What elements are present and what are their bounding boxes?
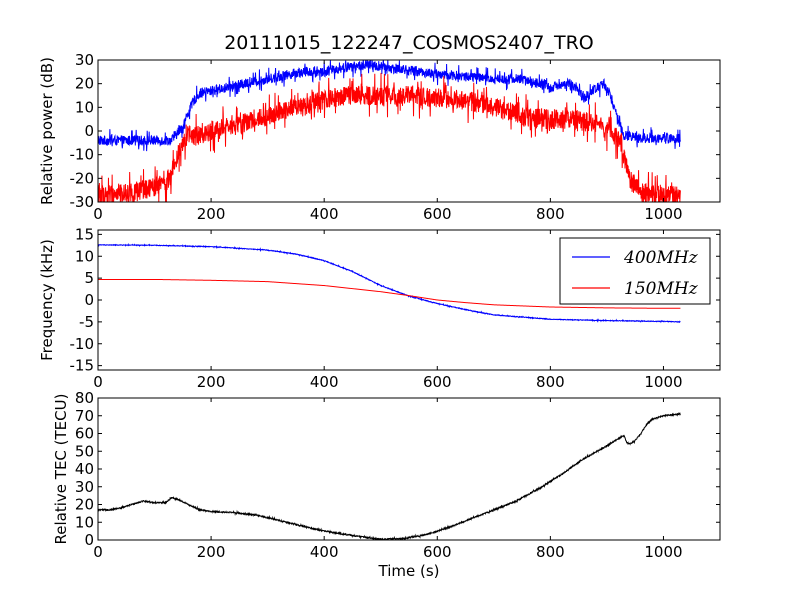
y-tick-label: 30 [75, 51, 94, 69]
y-tick-label: 0 [84, 291, 94, 309]
x-tick-label: 1000 [644, 373, 682, 391]
y-tick-label: 0 [84, 122, 94, 140]
y-tick-label: 20 [75, 496, 94, 514]
y-tick-label: 15 [75, 225, 94, 243]
x-tick-label: 600 [423, 373, 452, 391]
x-tick-label: 400 [310, 205, 339, 223]
x-tick-label: 0 [93, 373, 103, 391]
y-tick-label: 10 [75, 98, 94, 116]
series-line-1-1 [98, 278, 681, 309]
y-tick-label: 50 [75, 442, 94, 460]
y-tick-label: 20 [75, 75, 94, 93]
x-axis-label: Time (s) [378, 562, 440, 580]
x-tick-label: 400 [310, 373, 339, 391]
legend-label: 150MHz [624, 279, 699, 299]
y-tick-label: 5 [84, 269, 94, 287]
x-tick-label: 600 [423, 205, 452, 223]
power-panel: 0 200 400 600 800 1000 -30 -20 -10 0 10 20 30 Relativ… [38, 51, 721, 223]
x-tick-label: 1000 [644, 205, 682, 223]
y-axis-label: Relative TEC (TECU) [52, 394, 70, 545]
series-line-0-1 [98, 72, 681, 202]
y-tick-label: 70 [75, 407, 94, 425]
figure-title: 20111015_122247_COSMOS2407_TRO [224, 32, 594, 54]
y-tick-label: 10 [75, 513, 94, 531]
x-tick-label: 600 [423, 543, 452, 561]
x-tick-label: 0 [93, 205, 103, 223]
x-tick-label: 800 [536, 543, 565, 561]
y-tick-label: -10 [70, 335, 95, 353]
x-tick-label: 200 [197, 373, 226, 391]
y-tick-label: 0 [84, 531, 94, 549]
y-axis-label: Relative power (dB) [38, 57, 56, 205]
series-line-1-0 [98, 242, 681, 324]
y-tick-label: -20 [70, 169, 95, 187]
y-tick-label: -5 [79, 313, 94, 331]
x-tick-label: 200 [197, 543, 226, 561]
y-tick-label: 10 [75, 247, 94, 265]
plot-frame [97, 397, 721, 541]
x-tick-label: 1000 [644, 543, 682, 561]
y-tick-label: 80 [75, 389, 94, 407]
y-tick-label: -30 [70, 193, 95, 211]
legend-label: 400MHz [623, 248, 699, 268]
y-tick-label: 60 [75, 425, 94, 443]
x-tick-label: 0 [93, 543, 103, 561]
y-tick-label: -15 [70, 357, 95, 375]
legend-box [559, 237, 711, 305]
series-line-2-0 [98, 412, 681, 540]
tec-panel: 0 200 400 600 800 100001020304050607080Relati… [52, 389, 721, 580]
y-tick-label: -10 [70, 146, 95, 164]
series-line-0-0 [98, 60, 681, 152]
x-tick-label: 800 [536, 205, 565, 223]
y-tick-label: 40 [75, 460, 94, 478]
frequency-panel: 0 200 400 600 800 1000 -15 -10 -5 0 5 10 15 Frequency… [38, 225, 721, 391]
x-tick-label: 200 [197, 205, 226, 223]
y-axis-label: Frequency (kHz) [38, 239, 56, 361]
y-tick-label: 30 [75, 478, 94, 496]
x-tick-label: 800 [536, 373, 565, 391]
x-tick-label: 400 [310, 543, 339, 561]
